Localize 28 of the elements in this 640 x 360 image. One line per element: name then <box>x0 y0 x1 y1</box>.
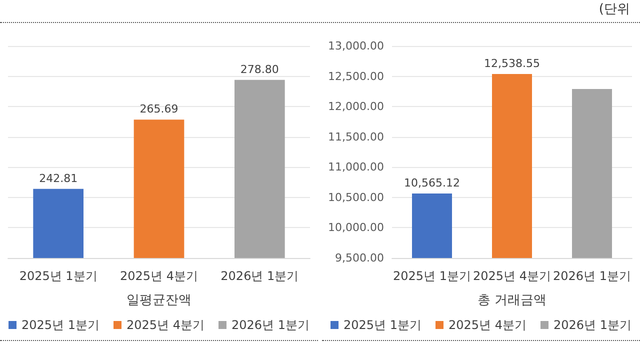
legend-label: 2026년 1분기 <box>231 318 310 332</box>
y-tick-label: 12,500.00 <box>328 70 384 83</box>
legend-label: 2025년 1분기 <box>22 318 100 332</box>
data-label: 12,538.55 <box>484 56 540 70</box>
y-tick-label: 10,500.00 <box>328 190 384 204</box>
y-tick-label: 13,000.00 <box>328 40 384 52</box>
y-tick-label: 11,000.00 <box>328 160 384 174</box>
data-label: 265.69 <box>140 102 178 116</box>
data-label: 242.81 <box>39 172 78 185</box>
x-tick-label: 2025년 1분기 <box>393 269 471 283</box>
data-label: 10,565.12 <box>404 176 460 190</box>
legend-label: 2025년 4분기 <box>448 318 527 332</box>
x-axis-title: 총 거래금액 <box>477 293 547 308</box>
y-tick-label: 9,500.00 <box>335 252 384 264</box>
x-tick-label: 2025년 4분기 <box>120 269 198 283</box>
y-tick-label: 11,500.00 <box>328 130 384 144</box>
x-tick-label: 2026년 1분기 <box>553 269 631 283</box>
x-axis-title: 일평균잔액 <box>126 293 192 308</box>
y-tick-label: 10,000.00 <box>328 221 384 234</box>
x-tick-label: 2025년 1분기 <box>19 269 98 283</box>
text: (단위 <box>598 2 630 17</box>
y-tick-label: 12,000.00 <box>328 100 384 114</box>
legend-label: 2026년 1분기 <box>553 318 632 332</box>
data-label: 278.80 <box>240 62 279 76</box>
legend-label: 2025년 1분기 <box>344 318 422 332</box>
x-tick-label: 2026년 1분기 <box>220 269 299 283</box>
x-tick-label: 2025년 4분기 <box>473 269 551 283</box>
legend-label: 2025년 4분기 <box>126 318 205 332</box>
